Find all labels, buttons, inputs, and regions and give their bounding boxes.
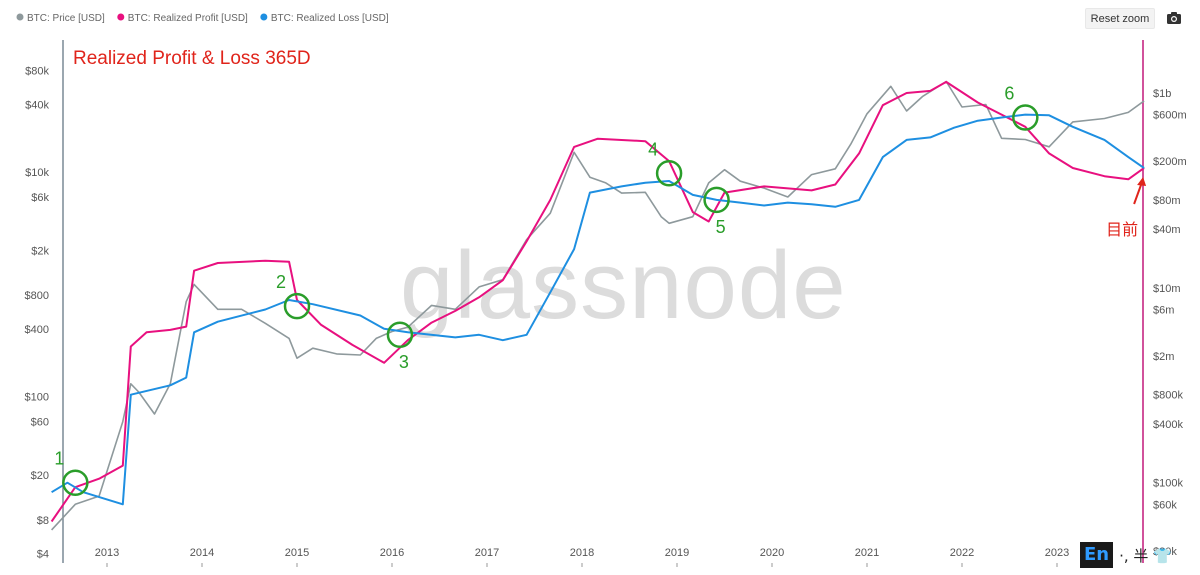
crossover-marker <box>62 469 89 496</box>
y-right-tick-label: $20k <box>1153 546 1177 558</box>
y-left-tick-label: $100 <box>25 392 49 404</box>
y-left-tick-label: $400 <box>25 324 49 336</box>
y-right-tick-label: $800k <box>1153 390 1183 402</box>
legend: BTC: Price [USD] BTC: Realized Profit [US… <box>16 13 389 24</box>
crossover-marker <box>386 321 414 349</box>
x-tick-label: 2016 <box>380 547 404 559</box>
current-arrow-head <box>1137 176 1147 186</box>
ime-indicator: En ·, 半 👕 <box>1080 541 1196 569</box>
y-right-tick-label: $600m <box>1153 110 1187 122</box>
y-left-tick-label: $800 <box>25 290 49 302</box>
y-right-tick-label: $60k <box>1153 499 1177 511</box>
y-left-tick-label: $8 <box>37 515 49 527</box>
y-left-tick-label: $80k <box>25 66 49 78</box>
realized-loss-series-line <box>51 113 1145 506</box>
chart-title: Realized Profit & Loss 365D <box>73 48 311 69</box>
annotations: 1 2 3 4 5 6 目前 <box>54 84 1147 496</box>
legend-item[interactable]: BTC: Price [USD] <box>27 13 105 24</box>
x-tick-label: 2013 <box>95 547 119 559</box>
crossover-label: 4 <box>648 139 658 159</box>
camera-icon[interactable] <box>1166 11 1182 25</box>
x-tick-label: 2022 <box>950 547 974 559</box>
y-right-tick-label: $80m <box>1153 195 1181 207</box>
ime-status-text: ·, 半 👕 <box>1119 546 1172 565</box>
y-left-tick-label: $2k <box>31 246 49 258</box>
x-tick-label: 2014 <box>190 547 214 559</box>
legend-marker <box>117 13 125 21</box>
crossover-label: 5 <box>716 217 726 237</box>
crossover-label: 1 <box>54 449 64 469</box>
y-left-tick-label: $10k <box>25 167 49 179</box>
y-right-tick-label: $6m <box>1153 304 1174 316</box>
x-tick-label: 2018 <box>570 547 594 559</box>
y-axis-right-ticks: $1b $600m $200m $80m $40m $10m $6m $2m $800k $400… <box>1153 88 1187 558</box>
y-right-tick-label: $100k <box>1153 478 1183 490</box>
y-left-tick-label: $6k <box>31 192 49 204</box>
reset-zoom-button[interactable]: Reset zoom <box>1085 8 1155 29</box>
x-tick-label: 2019 <box>665 547 689 559</box>
y-right-tick-label: $200m <box>1153 156 1187 168</box>
y-right-tick-label: $2m <box>1153 351 1174 363</box>
legend-marker <box>260 13 268 21</box>
legend-item[interactable]: BTC: Realized Profit [USD] <box>128 13 248 24</box>
legend-item[interactable]: BTC: Realized Loss [USD] <box>271 13 389 24</box>
y-right-tick-label: $40m <box>1153 224 1181 236</box>
x-axis-ticks: 2013 2014 2015 2016 2017 2018 2019 2020 2021 2022… <box>95 547 1069 567</box>
crossover-label: 3 <box>399 352 409 372</box>
current-arrow <box>1133 181 1144 205</box>
realized-profit-series-line <box>50 80 1145 523</box>
current-marker-label: 目前 <box>1106 221 1138 239</box>
x-tick-label: 2015 <box>285 547 309 559</box>
crossover-marker <box>655 160 683 187</box>
y-right-tick-label: $1b <box>1153 88 1171 100</box>
crossover-marker <box>283 292 311 320</box>
x-tick-label: 2020 <box>760 547 784 559</box>
y-left-tick-label: $4 <box>37 549 49 561</box>
y-left-tick-label: $40k <box>25 99 49 111</box>
watermark: glassnode <box>400 232 847 339</box>
y-left-tick-label: $60 <box>31 417 49 429</box>
y-right-tick-label: $400k <box>1153 419 1183 431</box>
x-tick-label: 2021 <box>855 547 879 559</box>
x-tick-label: 2023 <box>1045 547 1069 559</box>
x-tick-label: 2017 <box>475 547 499 559</box>
series-group <box>50 80 1145 531</box>
ime-language-label: En <box>1080 542 1114 568</box>
crossover-label: 6 <box>1004 84 1014 104</box>
y-left-tick-label: $20 <box>31 470 49 482</box>
y-right-tick-label: $10m <box>1153 283 1181 295</box>
y-axis-left-ticks: $80k $40k $10k $6k $2k $800 $400 $100 $60 $20 $8 $4 <box>25 66 50 561</box>
crossover-marker <box>703 186 730 214</box>
legend-marker <box>16 13 24 21</box>
crossover-label: 2 <box>276 272 286 292</box>
crossover-marker <box>1012 104 1039 131</box>
